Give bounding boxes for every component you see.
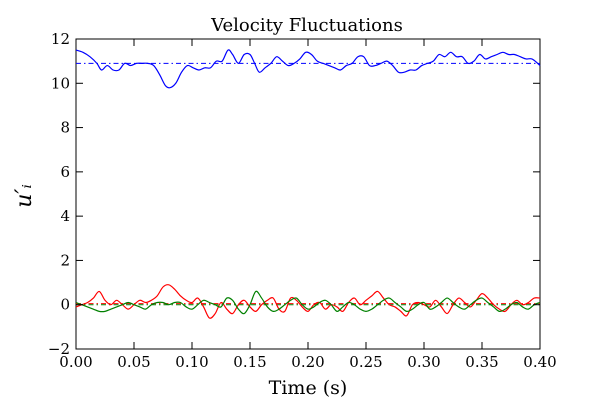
x-tick-label: 0.40 — [523, 353, 556, 371]
y-tick-labels: −2 0 2 4 6 8 10 12 — [48, 30, 70, 358]
x-tick-label: 0.30 — [407, 353, 440, 371]
x-tick-label: 0.00 — [59, 353, 92, 371]
chart-title: Velocity Fluctuations — [210, 15, 403, 36]
y-tick-label: 8 — [60, 119, 70, 137]
series-1-line — [75, 49, 541, 89]
plot-area — [75, 38, 541, 350]
x-tick-labels: 0.00 0.05 0.10 0.15 0.20 0.25 0.30 0.35 0.40 — [59, 353, 556, 371]
y-axis-label: u′ᵢ — [12, 184, 37, 208]
x-tick-label: 0.10 — [175, 353, 208, 371]
x-tick-label: 0.25 — [349, 353, 382, 371]
y-tick-label: 0 — [60, 296, 70, 314]
mean-lines — [76, 62, 540, 306]
x-tick-label: 0.15 — [233, 353, 266, 371]
y-tick-label: 6 — [60, 163, 70, 181]
y-tick-label: −2 — [48, 340, 70, 358]
series-2-line — [75, 284, 541, 319]
series-lines — [75, 49, 541, 319]
x-tick-label: 0.05 — [117, 353, 150, 371]
series-3-line — [75, 290, 541, 315]
x-axis-label: Time (s) — [269, 377, 348, 399]
y-tick-label: 12 — [51, 30, 70, 48]
y-tick-label: 10 — [51, 74, 70, 92]
y-tick-label: 4 — [60, 207, 70, 225]
y-tick-label: 2 — [60, 251, 70, 269]
x-tick-label: 0.35 — [465, 353, 498, 371]
axis-ticks — [75, 38, 541, 350]
x-tick-label: 0.20 — [291, 353, 324, 371]
